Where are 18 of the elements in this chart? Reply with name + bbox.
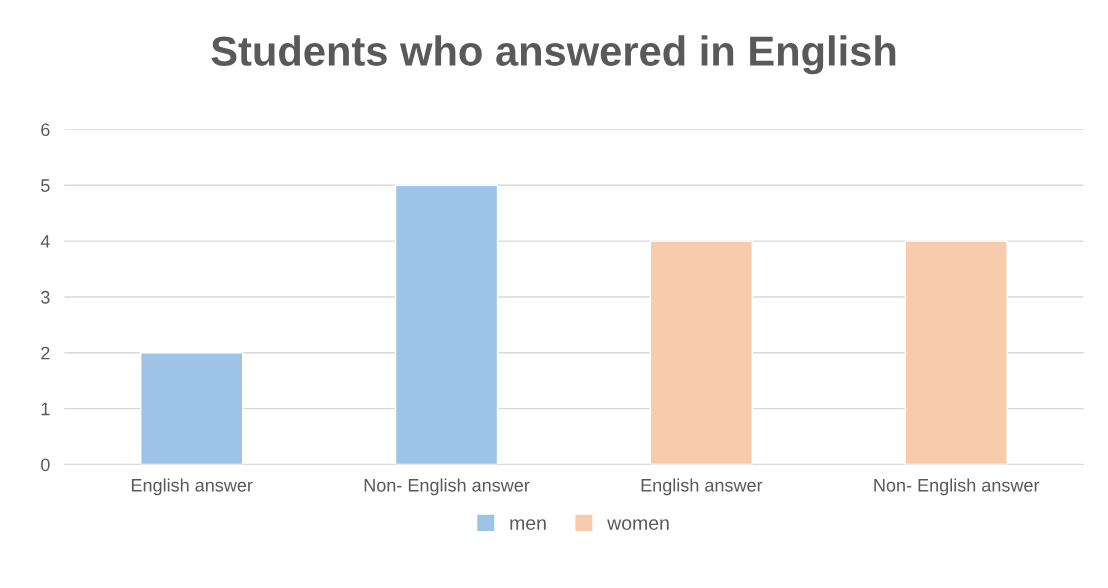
legend-label: women — [607, 519, 669, 530]
y-tick-label: 4 — [40, 235, 50, 248]
bar — [394, 184, 499, 465]
y-tick-label: 1 — [41, 402, 50, 416]
x-tick-label: Non- English answer — [874, 478, 1040, 496]
y-tick-label: 3 — [41, 290, 50, 304]
bar — [140, 352, 244, 465]
y-tick-label: 0 — [41, 458, 50, 472]
x-tick-label: English answer — [131, 478, 253, 496]
y-tick-label: 5 — [41, 179, 50, 192]
y-tick-label: 6 — [41, 123, 50, 137]
bar — [649, 240, 754, 465]
y-tick-label: 2 — [41, 346, 50, 360]
bar — [904, 240, 1008, 465]
x-tick-label: English answer — [641, 478, 763, 496]
x-tick-label: Non- English answer — [364, 478, 530, 496]
chart-title: Students who answered in English — [211, 35, 896, 75]
legend-label: men — [510, 519, 546, 530]
